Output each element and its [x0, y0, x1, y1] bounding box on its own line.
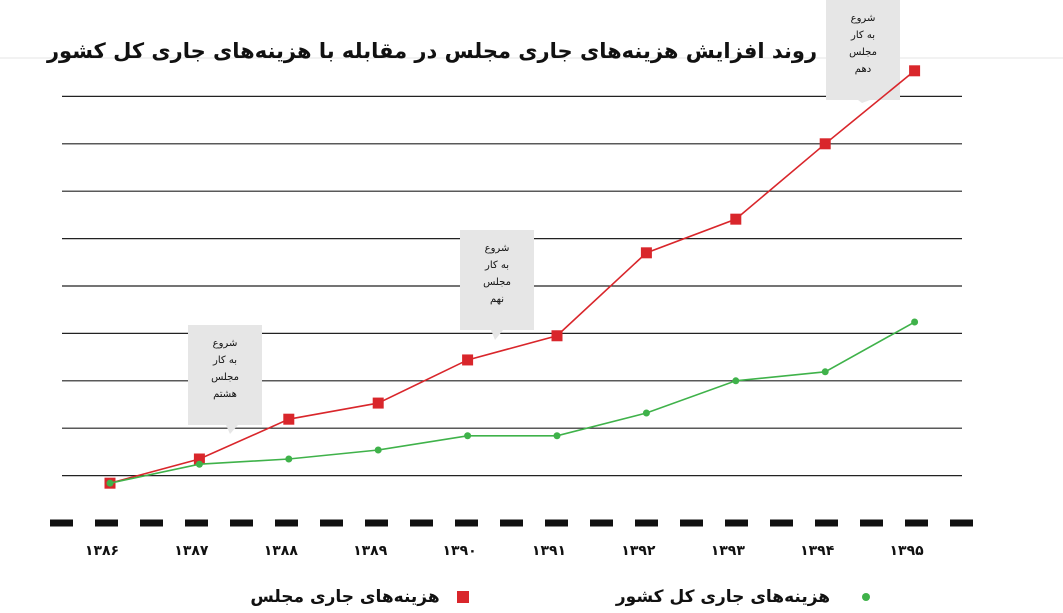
x-tick-label: ۱۳۹۲	[621, 543, 656, 559]
callout-text: به کار	[212, 355, 237, 366]
point	[911, 318, 919, 326]
point	[193, 453, 205, 465]
point	[821, 368, 829, 376]
callout-text: مجلس	[211, 372, 239, 383]
point	[730, 213, 742, 225]
series-line	[109, 70, 916, 484]
callout-text: به کار	[484, 260, 509, 271]
callout: شروع به کار مجلس دهم	[826, 0, 900, 103]
callout-box	[188, 325, 262, 434]
point	[462, 354, 474, 366]
x-tick-label: ۱۳۸۹	[353, 543, 388, 559]
callout-text: شروع	[485, 243, 510, 254]
callout: شروع به کار مجلس هشتم	[188, 325, 262, 434]
x-tick-label: ۱۳۹۰	[443, 543, 477, 559]
callout-text: دهم	[855, 64, 871, 75]
callout-text: نهم	[490, 294, 504, 305]
legend-label: هزینه‌های جاری مجلس	[250, 587, 439, 607]
point	[372, 397, 384, 409]
point	[551, 330, 563, 342]
x-tick-label: ۱۳۹۱	[532, 543, 566, 559]
x-tick-label: ۱۳۸۷	[174, 543, 209, 559]
point	[640, 247, 652, 259]
callout: شروع به کار مجلس نهم	[460, 230, 534, 340]
point	[732, 377, 740, 385]
point	[195, 460, 203, 468]
x-tick-label: ۱۳۸۸	[264, 543, 299, 559]
callout-text: شروع	[213, 338, 238, 349]
point	[464, 432, 472, 440]
point	[909, 65, 921, 77]
legend-marker	[862, 593, 870, 601]
x-tick-label: ۱۳۹۵	[890, 543, 925, 559]
point	[374, 446, 382, 454]
x-tick-label: ۱۳۸۶	[85, 543, 119, 559]
callout-box	[826, 0, 900, 103]
callout-text: هشتم	[213, 389, 237, 400]
point	[553, 432, 561, 440]
callout-text: مجلس	[483, 277, 511, 288]
point	[642, 409, 650, 417]
series-line	[109, 321, 915, 484]
x-tick-label: ۱۳۹۳	[711, 543, 746, 559]
chart-title: روند افزایش هزینه‌های جاری مجلس در مقابل…	[46, 39, 817, 63]
callout-text: شروع	[851, 13, 876, 24]
x-tick-label: ۱۳۹۴	[800, 543, 835, 559]
legend-marker	[457, 591, 469, 603]
legend-label: هزینه‌های جاری کل کشور	[615, 587, 830, 607]
callout-box	[460, 230, 534, 340]
point	[106, 479, 114, 487]
callout-text: مجلس	[849, 47, 877, 58]
callout-text: به کار	[850, 30, 875, 41]
point	[285, 455, 293, 463]
point	[283, 413, 295, 425]
point	[819, 138, 831, 150]
